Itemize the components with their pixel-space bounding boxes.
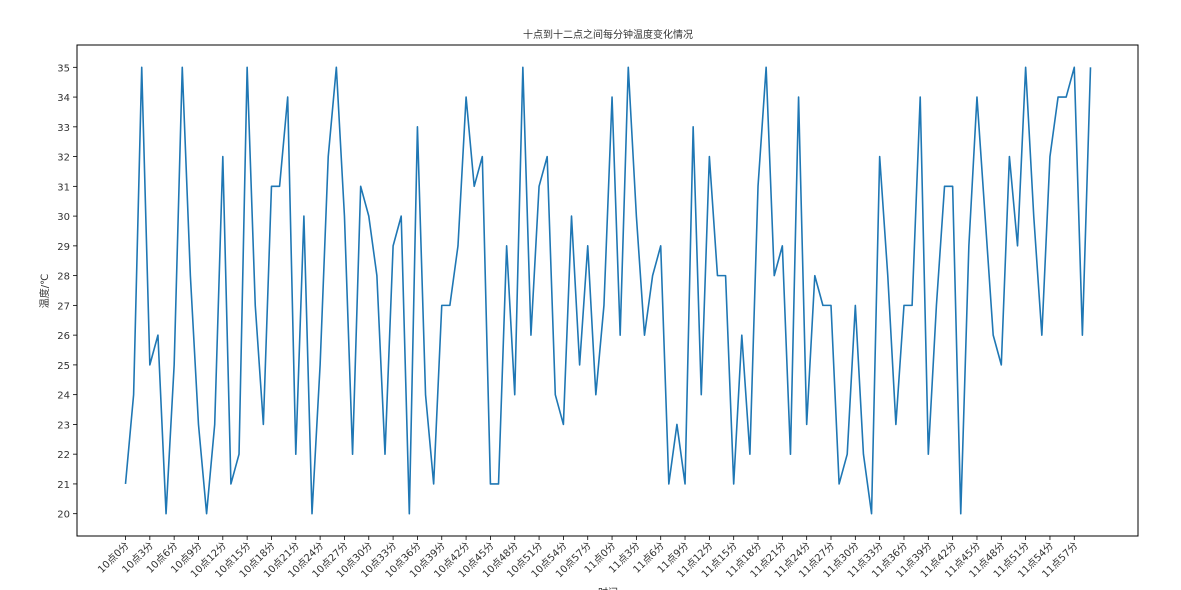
y-tick-label: 26 (57, 331, 70, 342)
y-tick-label: 32 (57, 153, 70, 164)
y-tick-label: 22 (57, 450, 70, 461)
y-tick-label: 27 (57, 301, 70, 312)
temperature-line (124, 66, 1092, 515)
y-tick-label: 28 (57, 272, 70, 283)
y-tick-label: 24 (57, 391, 70, 402)
x-axis: 10点0分10点3分10点6分10点9分10点12分10点15分10点18分10… (95, 536, 1080, 580)
y-axis-label: 温度/℃ (38, 274, 51, 309)
y-tick-label: 29 (57, 242, 70, 253)
y-tick-label: 23 (57, 420, 70, 431)
y-axis: 20 21 22 23 24 25 26 27 28 29 30 31 32 33 34 35 (57, 63, 77, 521)
y-tick-label: 30 (57, 212, 70, 223)
y-tick-label: 33 (57, 123, 70, 134)
chart-title: 十点到十二点之间每分钟温度变化情况 (523, 28, 693, 41)
y-tick-label: 34 (57, 93, 70, 104)
y-tick-label: 21 (57, 480, 70, 491)
y-tick-label: 20 (57, 510, 70, 521)
x-axis-label: 时间 (598, 586, 618, 590)
y-tick-label: 35 (57, 63, 70, 74)
y-tick-label: 25 (57, 361, 70, 372)
plot-area (76, 44, 1139, 537)
y-tick-label: 31 (57, 182, 70, 193)
